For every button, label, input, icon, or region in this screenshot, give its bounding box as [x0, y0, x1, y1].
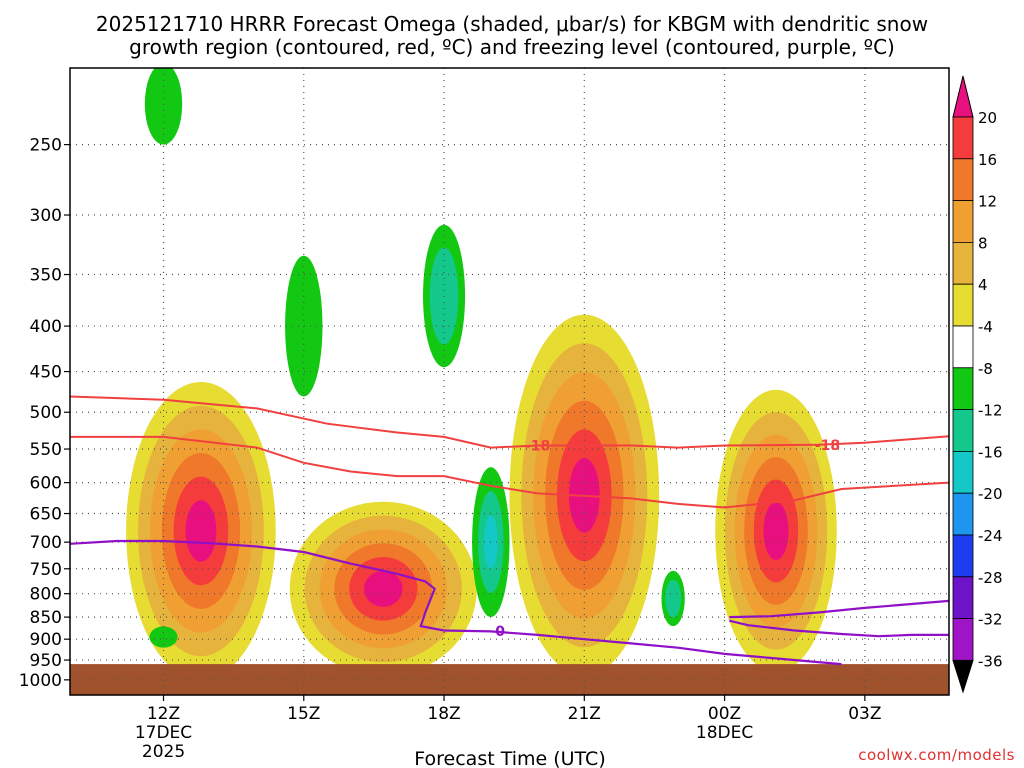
y-tick-label-250: 250	[30, 136, 62, 156]
omega-cell-0-level-24	[185, 500, 217, 562]
y-tick-label-350: 350	[30, 266, 62, 286]
colorbar-label--12: -12	[978, 402, 1003, 420]
colorbar-label--16: -16	[978, 443, 1003, 461]
freezing-level-contours: 0	[70, 539, 949, 666]
dgz-contour-label: -18	[815, 438, 840, 454]
negative-cell-1-level-8	[429, 247, 459, 345]
x-tick-label-21Z: 21Z	[568, 704, 601, 724]
y-tick-label-900: 900	[30, 630, 62, 650]
dgz-contour--12	[70, 435, 949, 509]
colorbar-label--28: -28	[978, 569, 1003, 587]
y-tick-label-550: 550	[30, 440, 62, 460]
x-tick-year-12Z: 2025	[142, 742, 185, 762]
colorbar-label--20: -20	[978, 485, 1003, 503]
colorbar: 20 16 12 8 4 -4 -8 -12 -16 -20 -24 -28 -32 -36	[952, 75, 1003, 694]
negative-cell-5-level-4	[144, 68, 183, 145]
freezing-level-label: 0	[495, 624, 505, 640]
colorbar-label-12: 12	[978, 193, 997, 211]
colorbar-swatch-8	[952, 450, 974, 494]
colorbar-swatch-9	[952, 492, 974, 536]
y-tick-label-300: 300	[30, 206, 62, 226]
colorbar-top-arrow	[952, 75, 974, 118]
dgz-contour-label: -18	[525, 439, 550, 455]
colorbar-swatch-0	[952, 116, 974, 160]
y-tick-label-500: 500	[30, 403, 62, 423]
chart-title-line-2: growth region (contoured, red, ºC) and f…	[129, 35, 895, 59]
omega-cell-1-level-24	[363, 570, 403, 607]
chart-title-line-1: 2025121710 HRRR Forecast Omega (shaded, …	[96, 12, 928, 36]
x-tick-date-12Z: 17DEC	[135, 723, 192, 743]
freezing-level-contour-0	[70, 539, 842, 666]
y-tick-label-450: 450	[30, 363, 62, 383]
colorbar-swatch-11	[952, 576, 974, 619]
colorbar-label-20: 20	[978, 109, 997, 127]
colorbar-label--4: -4	[978, 318, 993, 336]
negative-cell-3-level-8	[665, 579, 682, 618]
plot-frame	[69, 67, 950, 696]
colorbar-swatch-5	[952, 325, 974, 369]
y-tick-label-750: 750	[30, 560, 62, 580]
y-tick-label-700: 700	[30, 533, 62, 553]
colorbar-swatch-12	[952, 618, 974, 661]
y-tick-label-1000: 1000	[19, 671, 62, 691]
y-tick-label-950: 950	[30, 651, 62, 671]
surface-ground	[70, 664, 949, 695]
colorbar-swatch-6	[952, 367, 974, 410]
dgz-contour--18	[70, 395, 949, 449]
x-tick-label-03Z: 03Z	[848, 704, 881, 724]
freezing-level-contour-2	[729, 619, 949, 638]
x-tick-label-12Z: 12Z	[147, 704, 180, 724]
colorbar-label-16: 16	[978, 151, 997, 169]
colorbar-label--32: -32	[978, 611, 1003, 629]
y-tick-label-650: 650	[30, 505, 62, 525]
omega-cell-3-level-24	[763, 501, 789, 561]
colorbar-label--8: -8	[978, 360, 993, 378]
colorbar-swatch-2	[952, 200, 974, 243]
colorbar-swatch-1	[952, 158, 974, 202]
colorbar-bottom-arrow	[952, 659, 974, 694]
y-tick-label-850: 850	[30, 608, 62, 628]
colorbar-label--36: -36	[978, 652, 1003, 670]
colorbar-label-4: 4	[978, 276, 988, 294]
y-tick-label-600: 600	[30, 474, 62, 494]
credit-link[interactable]: coolwx.com/models	[858, 746, 1015, 764]
colorbar-swatch-4	[952, 283, 974, 327]
x-tick-label-18Z: 18Z	[427, 704, 460, 724]
x-tick-label-00Z: 00Z	[708, 704, 741, 724]
colorbar-swatch-10	[952, 534, 974, 578]
y-tick-label-400: 400	[30, 317, 62, 337]
omega-shading-layer	[126, 314, 837, 680]
negative-cell-4-level-4	[149, 626, 178, 648]
grid-layer	[70, 68, 949, 695]
plot-area: -18 -18 0	[70, 68, 949, 695]
colorbar-swatch-3	[952, 241, 974, 285]
y-tick-label-800: 800	[30, 585, 62, 605]
colorbar-label--24: -24	[978, 527, 1003, 545]
colorbar-label-8: 8	[978, 234, 988, 252]
y-axis: 2503003504004505005506006507007508008509…	[19, 136, 70, 691]
freezing-level-contour-1	[729, 599, 949, 619]
x-tick-label-15Z: 15Z	[287, 704, 320, 724]
dendritic-growth-contours: -18 -18	[70, 395, 949, 509]
colorbar-swatch-7	[952, 409, 974, 452]
x-axis-label: Forecast Time (UTC)	[414, 748, 605, 768]
x-tick-date-00Z: 18DEC	[696, 723, 753, 743]
